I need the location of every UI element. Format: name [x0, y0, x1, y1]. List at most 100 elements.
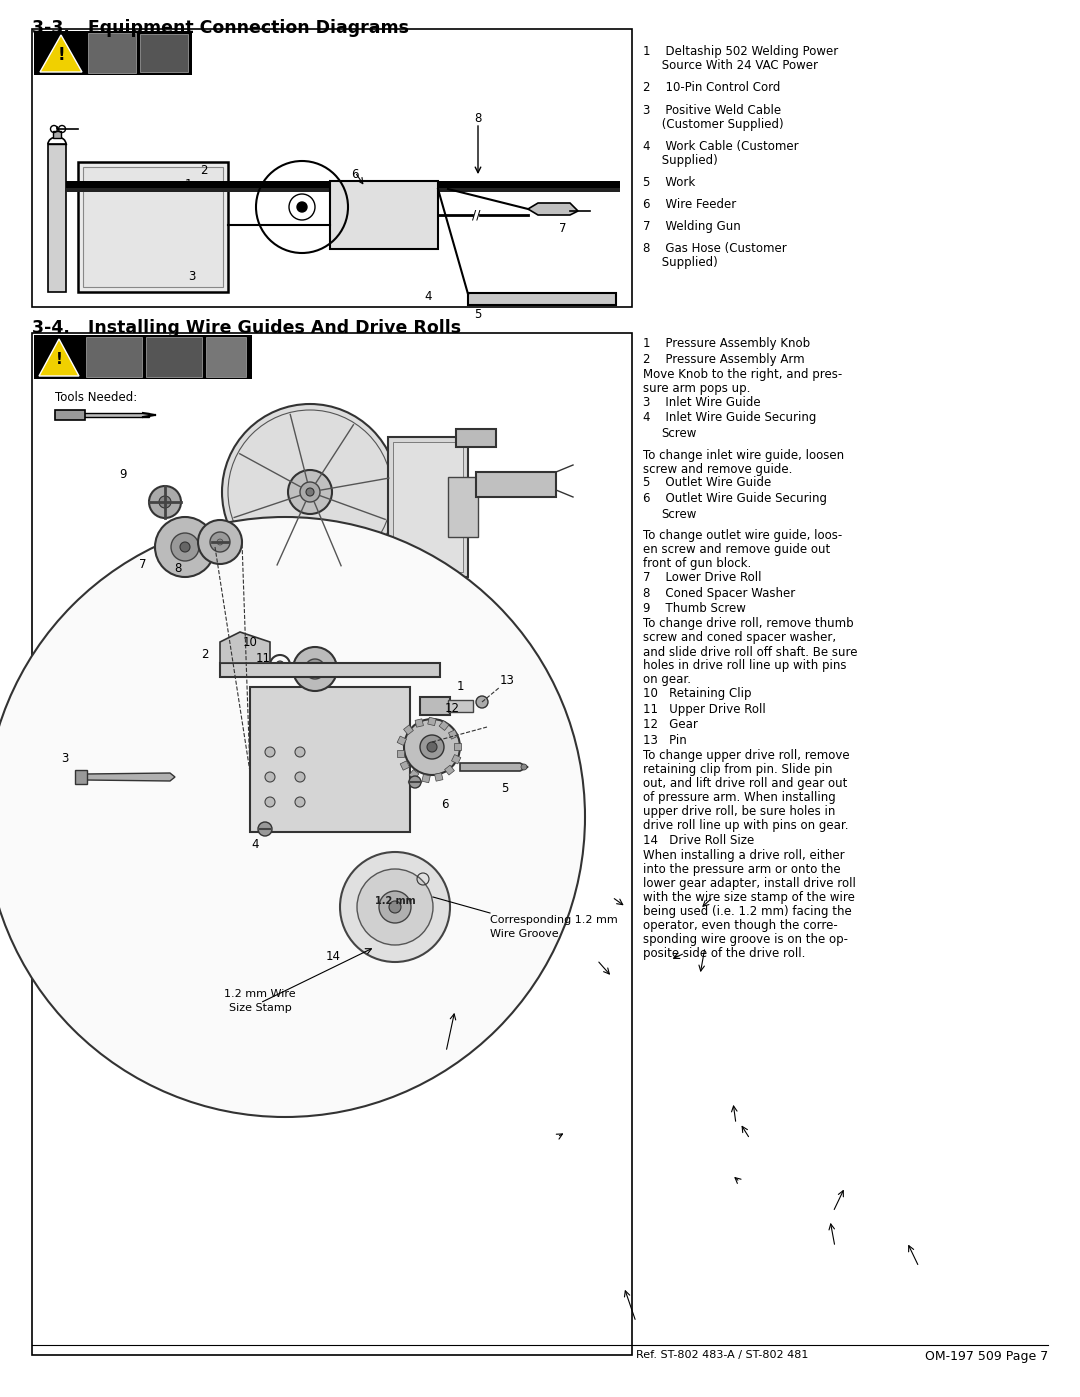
Text: 14: 14 [325, 950, 340, 964]
Bar [60, 414, 149, 416]
Text: To change inlet wire guide, loosen: To change inlet wire guide, loosen [643, 448, 845, 461]
Text: 7: 7 [139, 559, 147, 571]
Bar [448, 700, 473, 712]
Text: Supplied): Supplied) [643, 154, 718, 168]
Text: 1    Pressure Assembly Knob: 1 Pressure Assembly Knob [643, 337, 810, 351]
Circle shape [265, 747, 275, 757]
Circle shape [476, 696, 488, 708]
Bar [397, 750, 404, 757]
Circle shape [311, 665, 319, 673]
Bar [33, 335, 252, 379]
Text: 9    Thumb Screw: 9 Thumb Screw [643, 602, 746, 615]
Text: 6    Outlet Wire Guide Securing: 6 Outlet Wire Guide Securing [643, 492, 827, 504]
Text: 13: 13 [500, 673, 514, 686]
Bar [440, 721, 449, 731]
Circle shape [180, 542, 190, 552]
Polygon shape [528, 203, 578, 215]
Bar [451, 754, 461, 764]
Circle shape [0, 517, 585, 1118]
Text: 9: 9 [119, 468, 126, 481]
Bar [420, 697, 450, 715]
Text: upper drive roll, be sure holes in: upper drive roll, be sure holes in [643, 806, 835, 819]
Circle shape [300, 482, 320, 502]
Text: with the wire size stamp of the wire: with the wire size stamp of the wire [643, 891, 855, 904]
Circle shape [198, 520, 242, 564]
Circle shape [258, 821, 272, 835]
Text: To change outlet wire guide, loos-: To change outlet wire guide, loos- [643, 529, 842, 542]
Bar [206, 337, 246, 377]
Bar [249, 687, 410, 833]
Bar [476, 472, 556, 497]
Bar [146, 337, 202, 377]
Text: sponding wire groove is on the op-: sponding wire groove is on the op- [643, 933, 848, 946]
Bar [140, 34, 188, 73]
Bar [388, 437, 468, 577]
Text: en screw and remove guide out: en screw and remove guide out [643, 543, 831, 556]
Text: 3    Positive Weld Cable: 3 Positive Weld Cable [643, 103, 781, 117]
Text: 2: 2 [201, 648, 208, 662]
Text: Screw: Screw [661, 427, 697, 440]
Text: 4: 4 [252, 837, 259, 851]
Circle shape [265, 798, 275, 807]
Text: 1: 1 [185, 177, 192, 190]
Text: retaining clip from pin. Slide pin: retaining clip from pin. Slide pin [643, 764, 833, 777]
Text: 1: 1 [456, 680, 463, 693]
Circle shape [210, 532, 230, 552]
Bar [33, 31, 192, 75]
Bar [55, 409, 85, 420]
Bar [55, 412, 60, 418]
Bar [456, 429, 496, 447]
Text: being used (i.e. 1.2 mm) facing the: being used (i.e. 1.2 mm) facing the [643, 905, 852, 918]
Text: 13   Pin: 13 Pin [643, 733, 687, 747]
Text: 6: 6 [442, 798, 449, 810]
Text: !: ! [57, 46, 65, 64]
Text: 4    Work Cable (Customer: 4 Work Cable (Customer [643, 140, 798, 154]
Text: into the pressure arm or onto the: into the pressure arm or onto the [643, 863, 840, 876]
Circle shape [379, 891, 411, 923]
Text: 2: 2 [200, 165, 207, 177]
Text: Screw: Screw [661, 507, 697, 521]
Text: 2    Pressure Assembly Arm: 2 Pressure Assembly Arm [643, 352, 805, 366]
Text: 10   Retaining Clip: 10 Retaining Clip [643, 687, 752, 700]
Bar [53, 131, 60, 138]
Polygon shape [460, 763, 528, 771]
Bar [454, 743, 461, 750]
Text: 3-3.   Equipment Connection Diagrams: 3-3. Equipment Connection Diagrams [32, 20, 409, 36]
Text: 10: 10 [243, 637, 257, 650]
Polygon shape [370, 608, 460, 717]
Text: drive roll line up with pins on gear.: drive roll line up with pins on gear. [643, 820, 849, 833]
Text: (Customer Supplied): (Customer Supplied) [643, 117, 784, 131]
Text: Wire Groove: Wire Groove [490, 929, 558, 939]
Text: front of gun block.: front of gun block. [643, 557, 752, 570]
Circle shape [409, 775, 421, 788]
Circle shape [276, 661, 284, 669]
Text: 5    Work: 5 Work [643, 176, 696, 189]
Bar [409, 770, 419, 780]
Circle shape [427, 742, 437, 752]
Polygon shape [85, 773, 175, 781]
Circle shape [389, 901, 401, 914]
Bar [32, 29, 632, 307]
Circle shape [295, 798, 305, 807]
Bar [468, 293, 616, 305]
Circle shape [521, 764, 527, 770]
Text: and slide drive roll off shaft. Be sure: and slide drive roll off shaft. Be sure [643, 645, 858, 658]
Text: 2    10-Pin Control Cord: 2 10-Pin Control Cord [643, 81, 781, 94]
Bar [87, 34, 136, 73]
Text: 6    Wire Feeder: 6 Wire Feeder [643, 198, 737, 211]
Text: 4: 4 [424, 291, 432, 303]
Text: on gear.: on gear. [643, 673, 691, 686]
Bar [401, 761, 409, 770]
Text: 4    Inlet Wire Guide Securing: 4 Inlet Wire Guide Securing [643, 412, 816, 425]
Polygon shape [40, 35, 82, 73]
Circle shape [156, 517, 215, 577]
Bar [220, 664, 440, 678]
Bar [330, 182, 438, 249]
Circle shape [295, 747, 305, 757]
Bar [66, 182, 620, 189]
Text: Ref. ST-802 483-A / ST-802 481: Ref. ST-802 483-A / ST-802 481 [636, 1350, 808, 1361]
Circle shape [306, 488, 314, 496]
Text: 5: 5 [474, 309, 482, 321]
Bar [86, 337, 141, 377]
Text: 1    Deltaship 502 Welding Power: 1 Deltaship 502 Welding Power [643, 45, 838, 59]
